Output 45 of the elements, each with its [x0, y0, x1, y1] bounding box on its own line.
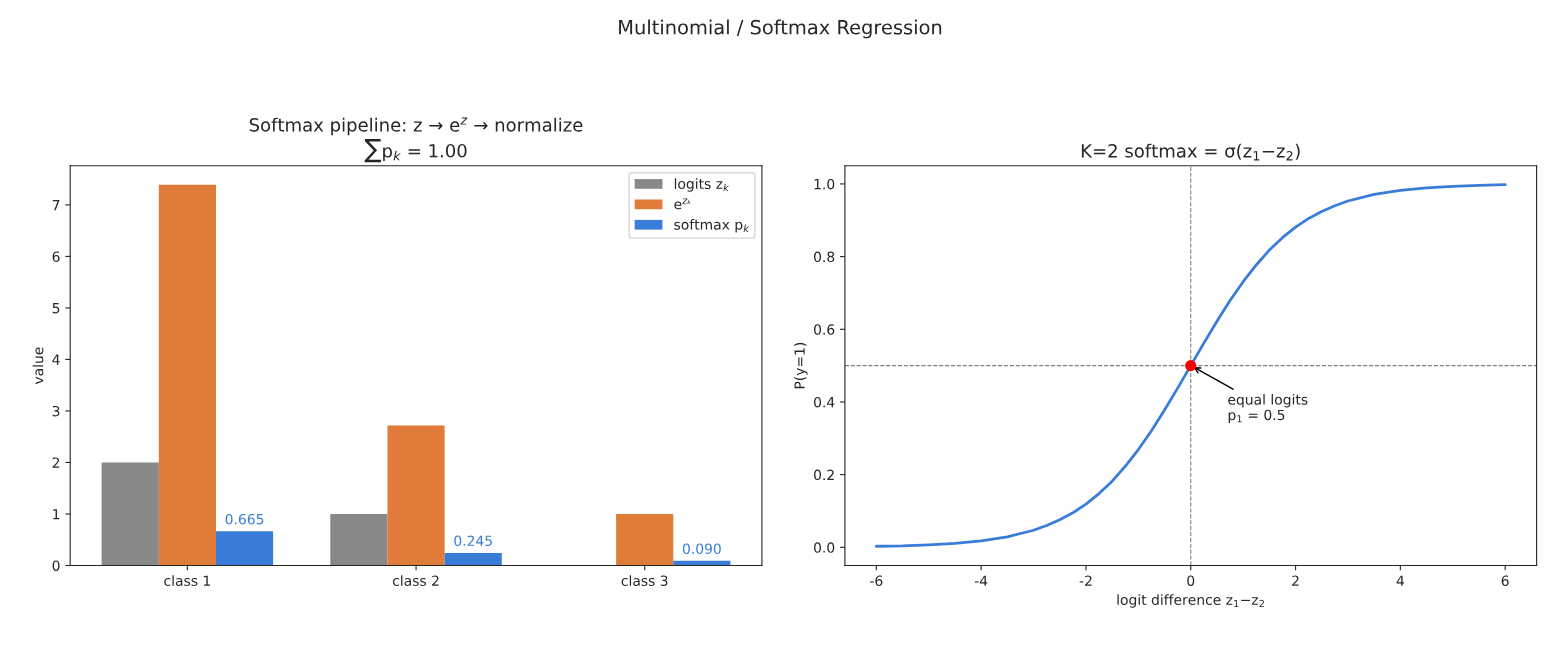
- bar: [616, 513, 674, 566]
- x-tick-label: class 1: [164, 575, 210, 586]
- bar: [158, 184, 216, 566]
- bar: [215, 531, 274, 566]
- bar: [444, 552, 502, 566]
- bar: [101, 462, 159, 566]
- x-tick-label: class 2: [392, 575, 439, 586]
- y-axis-title: P(y=1): [794, 342, 808, 389]
- x-tick-label: 6: [1501, 575, 1509, 586]
- y-tick-label: 4: [52, 354, 60, 365]
- annotation: equal logits p$_{1}$ = 0.5: [1228, 394, 1308, 423]
- y-tick-label: 0.2: [814, 469, 834, 481]
- y-tick-label: 5: [52, 303, 60, 314]
- y-tick-label: 0.8: [814, 251, 835, 263]
- legend-label: e$^{zₖ}$: [674, 198, 691, 210]
- bar: [387, 425, 445, 566]
- x-tick-label: -2: [1079, 575, 1092, 586]
- x-tick-label: 4: [1396, 575, 1404, 586]
- y-tick-label: 7: [52, 200, 60, 211]
- y-tick-label: 0.6: [814, 324, 835, 335]
- y-tick-label: 6: [52, 251, 60, 262]
- text: Multinomial / Softmax Regression: [619, 19, 942, 39]
- bar: [330, 513, 388, 566]
- chart-title: Softmax pipeline: z → e$^{z}$ → normalize ∑p$_{k}$ = 1.00: [249, 117, 583, 163]
- chart-title: K=2 softmax = σ(z$_{1}$−z$_{2}$): [1081, 143, 1300, 161]
- x-tick-label: -4: [974, 575, 988, 586]
- y-axis-title: value: [32, 347, 44, 385]
- x-tick-label: 0: [1187, 575, 1195, 586]
- data-label: 0.245: [454, 535, 492, 547]
- data-label: 0.665: [225, 513, 264, 525]
- line-series: [874, 183, 1507, 548]
- y-tick-label: 3: [52, 405, 60, 417]
- y-tick-label: 2: [52, 457, 60, 468]
- y-tick-label: 0.0: [814, 542, 835, 553]
- y-tick-label: 0.4: [814, 396, 835, 408]
- x-tick-label: 2: [1292, 575, 1299, 586]
- y-tick-label: 1: [53, 509, 60, 520]
- x-tick-label: -6: [870, 575, 883, 586]
- legend-label: logits z$_{k}$: [674, 178, 730, 192]
- x-axis-title: logit difference z$_{1}$−z$_{2}$: [1117, 594, 1264, 608]
- y-tick-label: 0: [52, 560, 60, 571]
- legend-label: softmax p$_{k}$: [674, 219, 750, 233]
- data-label: 0.090: [682, 543, 721, 555]
- y-tick-label: 1.0: [814, 178, 835, 190]
- x-tick-label: class 3: [621, 575, 668, 586]
